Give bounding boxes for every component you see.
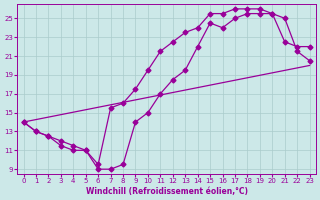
X-axis label: Windchill (Refroidissement éolien,°C): Windchill (Refroidissement éolien,°C) (85, 187, 248, 196)
